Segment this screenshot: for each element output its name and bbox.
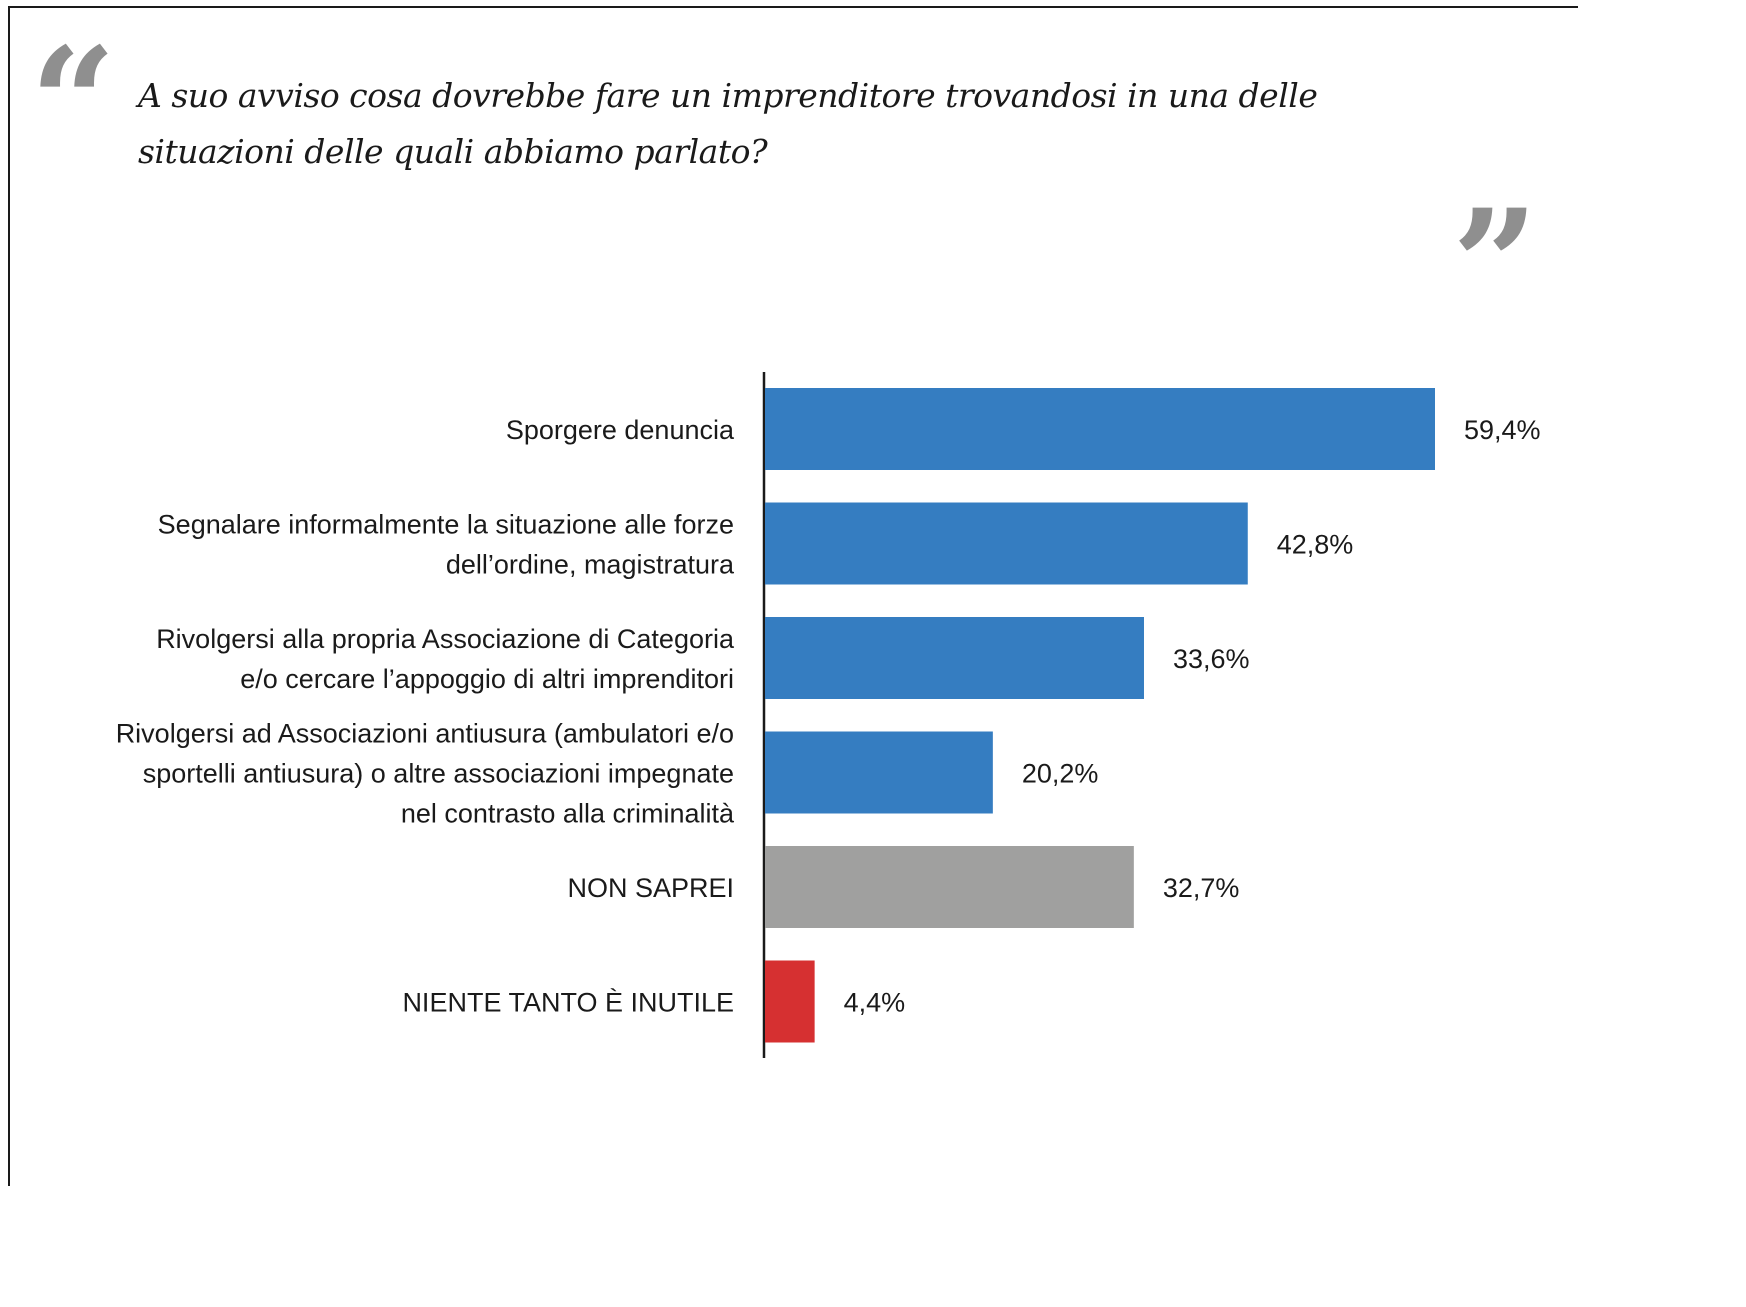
- category-label-3-line-0: Rivolgersi ad Associazioni antiusura (am…: [116, 719, 734, 749]
- category-label-2-line-1: e/o cercare l’appoggio di altri imprendi…: [240, 664, 734, 694]
- value-label-1: 42,8%: [1277, 530, 1354, 560]
- question-title: A suo avviso cosa dovrebbe fare un impre…: [138, 76, 1318, 171]
- value-label-5: 4,4%: [844, 988, 906, 1018]
- value-label-0: 59,4%: [1464, 415, 1541, 445]
- category-label-3-line-1: sportelli antiusura) o altre associazion…: [143, 759, 734, 789]
- bar-2: [765, 617, 1144, 699]
- bar-4: [765, 846, 1134, 928]
- category-label-4-line-0: NON SAPREI: [567, 873, 734, 903]
- bar-chart: 59,4% Sporgere denuncia 42,8% Segnalare inf…: [116, 372, 1541, 1058]
- bar-1: [765, 502, 1248, 585]
- bar-3: [765, 731, 993, 814]
- category-label-3-line-2: nel contrasto alla criminalità: [401, 799, 735, 829]
- close-quote-icon: ”: [1452, 177, 1539, 353]
- value-label-2: 33,6%: [1173, 644, 1250, 674]
- category-label-0-line-0: Sporgere denuncia: [506, 415, 735, 445]
- bar-0: [765, 388, 1435, 470]
- open-quote-icon: “: [30, 15, 117, 191]
- category-label-5-line-0: NIENTE TANTO È INUTILE: [402, 988, 734, 1018]
- category-label-1-line-0: Segnalare informalmente la situazione al…: [158, 510, 734, 540]
- value-label-3: 20,2%: [1022, 759, 1099, 789]
- value-label-4: 32,7%: [1163, 873, 1240, 903]
- category-label-1-line-1: dell’ordine, magistratura: [446, 550, 735, 580]
- chart-frame: [8, 6, 1578, 1186]
- bar-5: [765, 960, 815, 1043]
- category-label-2-line-0: Rivolgersi alla propria Associazione di …: [156, 624, 735, 654]
